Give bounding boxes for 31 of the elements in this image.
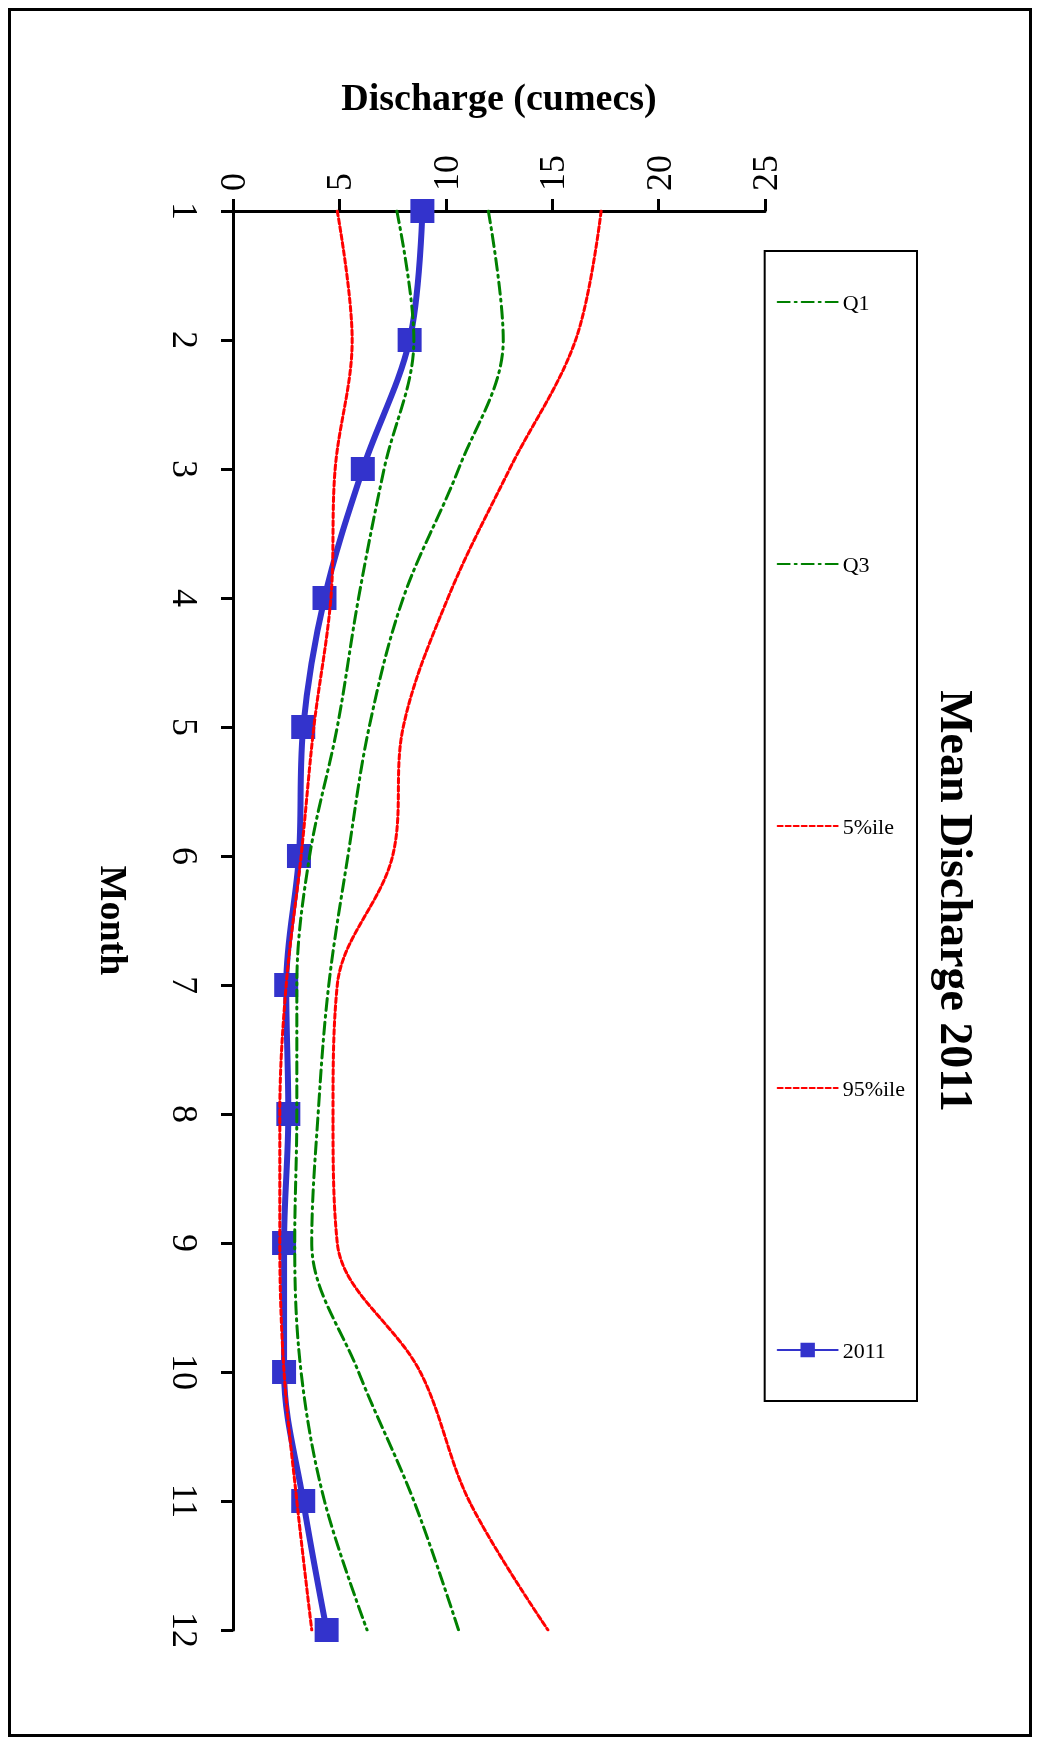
point: [350, 457, 375, 481]
y-tick-label: 1: [165, 202, 205, 220]
legend-label: 2011: [842, 1337, 886, 1363]
y-tick-label: 12: [165, 1612, 205, 1648]
y-tick-label: 8: [165, 1105, 205, 1123]
y-tick-label: 5: [165, 718, 205, 736]
point: [314, 1618, 339, 1642]
legend-label: 95%ile: [842, 1075, 906, 1101]
y-tick-label: 10: [165, 1354, 205, 1390]
y-tick-label: 9: [165, 1234, 205, 1252]
y-tick-label: 6: [165, 847, 205, 865]
point: [397, 328, 422, 352]
x-axis-title: Discharge (cumecs): [341, 76, 657, 119]
legend-label: 5%ile: [842, 813, 895, 839]
y-tick-label: 11: [165, 1483, 205, 1519]
x-tick-label: 25: [745, 155, 785, 191]
y-tick-label: 3: [165, 460, 205, 478]
point: [410, 199, 435, 223]
legend-label: Q1: [842, 289, 870, 315]
text: Mean Discharge 2011: [930, 690, 982, 1112]
x-tick-label: 20: [638, 155, 679, 191]
x-tick-label: 0: [213, 173, 253, 191]
y-tick-label: 7: [165, 976, 205, 994]
legend-label: Q3: [842, 551, 870, 577]
y-axis-title: Month: [93, 865, 135, 976]
y-tick-label: 2: [165, 331, 205, 349]
point: [291, 715, 316, 739]
y-tick-label: 4: [165, 589, 205, 607]
x-tick-label: 5: [319, 173, 360, 191]
x-tick-label: 10: [425, 155, 466, 191]
x-tick-label: 15: [532, 155, 573, 191]
